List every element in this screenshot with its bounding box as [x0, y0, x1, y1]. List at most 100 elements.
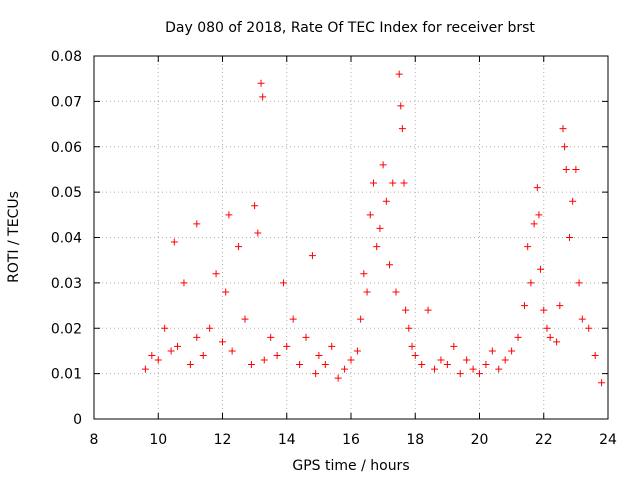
data-point [141, 365, 149, 373]
data-point [535, 211, 543, 219]
y-tick-label: 0.06 [51, 140, 82, 156]
data-point [280, 279, 288, 287]
data-point [559, 125, 567, 133]
y-tick-label: 0.04 [51, 231, 82, 247]
data-point [366, 211, 374, 219]
data-point [373, 243, 381, 251]
data-point [520, 302, 528, 310]
x-tick-label: 14 [278, 432, 296, 448]
data-point [296, 361, 304, 369]
data-point [222, 288, 230, 296]
data-point [334, 374, 342, 382]
x-tick-label: 20 [471, 432, 489, 448]
data-point [315, 351, 323, 359]
x-tick-label: 22 [535, 432, 553, 448]
data-point [312, 370, 320, 378]
y-tick-label: 0 [73, 412, 82, 428]
y-tick-label: 0.07 [51, 94, 82, 110]
data-point [501, 356, 509, 364]
x-tick-label: 8 [90, 432, 99, 448]
data-point [585, 324, 593, 332]
y-tick-label: 0.01 [51, 367, 82, 383]
data-point [389, 179, 397, 187]
axis-ticks [93, 55, 609, 420]
data-point [556, 302, 564, 310]
data-point [247, 361, 255, 369]
data-point [360, 270, 368, 278]
data-point [553, 338, 561, 346]
data-point [395, 70, 403, 78]
data-point [561, 143, 569, 151]
data-point [174, 342, 182, 350]
data-point [540, 306, 548, 314]
data-point [259, 93, 267, 101]
data-point [482, 361, 490, 369]
data-point [219, 338, 226, 346]
chart-title: Day 080 of 2018, Rate Of TEC Index for r… [165, 20, 535, 36]
data-point [235, 243, 243, 251]
data-point [495, 365, 503, 373]
data-point [353, 347, 361, 355]
data-point [193, 220, 201, 228]
data-point [308, 252, 316, 260]
data-point [562, 165, 570, 173]
x-tick-label: 18 [406, 432, 424, 448]
data-points [141, 70, 606, 387]
data-point [225, 211, 233, 219]
data-point [456, 370, 464, 378]
y-axis-label: ROTI / TECUs [6, 191, 22, 283]
data-point [546, 333, 554, 341]
x-tick-label: 16 [342, 432, 360, 448]
data-point [283, 342, 291, 350]
data-point [397, 102, 405, 110]
data-point [148, 351, 156, 359]
y-tick-label: 0.08 [51, 49, 82, 65]
data-point [251, 202, 259, 210]
data-point [575, 279, 583, 287]
data-point [193, 333, 201, 341]
data-point [476, 370, 483, 378]
data-point [527, 279, 535, 287]
data-point [392, 288, 400, 296]
data-point [267, 333, 275, 341]
data-point [357, 315, 365, 323]
data-point [488, 347, 496, 355]
y-tick-label: 0.02 [51, 321, 82, 337]
data-point [565, 234, 573, 241]
data-point [254, 229, 262, 237]
data-point [437, 356, 445, 364]
data-point [398, 125, 406, 133]
grid [94, 56, 608, 419]
y-tick-labels: 0 0.01 0.02 0.03 0.04 0.05 0.06 0.07 0.08 [51, 49, 82, 428]
data-point [241, 315, 249, 323]
data-point [161, 324, 169, 332]
data-point [431, 365, 439, 373]
data-point [228, 347, 236, 355]
data-point [424, 306, 432, 314]
data-point [180, 279, 188, 287]
data-point [450, 342, 458, 350]
y-tick-label: 0.03 [51, 276, 82, 292]
x-tick-label: 12 [214, 432, 232, 448]
data-point [363, 288, 371, 296]
data-point [379, 161, 387, 169]
y-tick-label: 0.05 [51, 185, 82, 201]
data-point [508, 347, 516, 355]
data-point [376, 224, 384, 232]
data-point [386, 261, 394, 269]
data-point [443, 361, 451, 369]
data-point [598, 379, 606, 387]
data-point [154, 356, 162, 364]
data-point [543, 324, 551, 332]
data-point [212, 270, 220, 278]
data-point [170, 238, 178, 246]
x-axis-label: GPS time / hours [292, 458, 409, 474]
data-point [302, 333, 310, 341]
data-point [369, 179, 377, 187]
data-point [273, 351, 281, 359]
data-point [257, 79, 265, 87]
data-point [530, 220, 538, 228]
data-point [514, 333, 522, 341]
data-point [199, 351, 207, 359]
data-point [578, 315, 586, 323]
